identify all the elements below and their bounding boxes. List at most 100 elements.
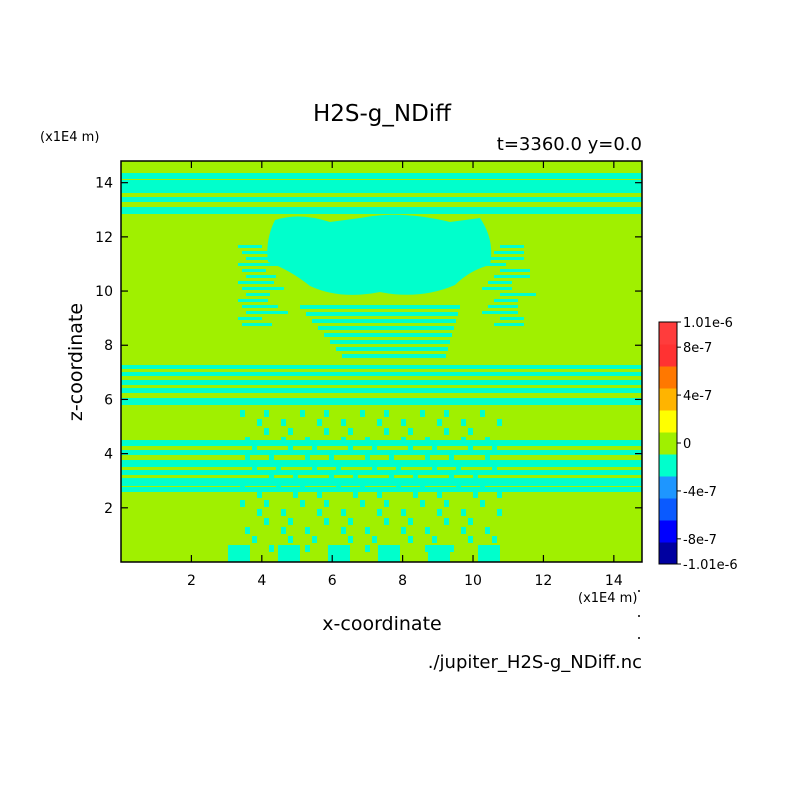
field-cell: [305, 545, 310, 552]
field-stripe: [500, 245, 524, 248]
field-cell: [468, 536, 473, 543]
field-cell: [300, 482, 305, 489]
field-band: [121, 460, 642, 467]
field-cell: [468, 428, 473, 435]
field-stripe: [488, 281, 512, 284]
field-stripe: [238, 317, 262, 320]
field-cell: [288, 428, 293, 435]
field-cell: [269, 473, 274, 480]
field-cell: [252, 464, 257, 471]
field-cell: [401, 437, 406, 444]
field-band: [121, 440, 642, 446]
heatmap-field: [121, 173, 642, 562]
field-stripe: [336, 347, 448, 351]
field-stripe: [482, 287, 512, 290]
field-cell: [353, 491, 358, 498]
plot-area: 2 4 6 8 10 12 14 2 4 6 8 10 12 14: [95, 160, 643, 589]
colorbar-swatch: [659, 322, 677, 345]
field-cell: [408, 446, 413, 453]
field-cell: [384, 518, 389, 525]
field-cell: [497, 491, 502, 498]
field-cell: [240, 482, 245, 489]
colorbar-swatch: [659, 344, 677, 367]
field-cell: [492, 446, 497, 453]
field-cell: [485, 527, 490, 534]
field-cell: [396, 482, 401, 489]
field-cell: [372, 464, 377, 471]
field-band: [121, 197, 642, 202]
field-cell: [437, 419, 442, 426]
field-cell: [461, 437, 466, 444]
marker-dot: [638, 637, 640, 639]
field-cell: [377, 491, 382, 498]
field-cell: [324, 500, 329, 507]
field-stripe: [494, 323, 524, 326]
field-cell: [360, 482, 365, 489]
colorbar-swatch: [659, 388, 677, 411]
field-cell: [276, 482, 281, 489]
field-cell: [365, 545, 370, 552]
field-cell: [408, 518, 413, 525]
field-cell: [329, 473, 334, 480]
field-cell: [389, 473, 394, 480]
field-cell: [360, 410, 365, 417]
field-cell: [478, 545, 500, 562]
x-tick-label: 2: [187, 573, 196, 589]
field-cell: [428, 545, 450, 562]
field-stripe: [306, 312, 458, 316]
field-cell: [408, 536, 413, 543]
field-cell: [257, 509, 262, 516]
field-cell: [305, 455, 310, 462]
field-cell: [485, 437, 490, 444]
field-cell: [336, 482, 341, 489]
x-tick-label: 10: [464, 573, 482, 589]
colorbar-label: -8e-7: [683, 533, 717, 548]
field-band: [121, 478, 642, 486]
field-cell: [432, 446, 437, 453]
field-stripe: [494, 275, 530, 278]
field-cell: [317, 491, 322, 498]
field-cell: [245, 527, 250, 534]
field-cell: [461, 527, 466, 534]
z-unit-label: (x1E4 m): [40, 130, 99, 145]
field-cell: [365, 437, 370, 444]
field-stripe: [318, 326, 454, 330]
colorbar-label: -4e-7: [683, 485, 717, 500]
field-cell: [324, 518, 329, 525]
field-cell: [432, 536, 437, 543]
x-tick-label: 6: [328, 573, 337, 589]
field-stripe: [500, 269, 530, 272]
field-stripe: [312, 319, 456, 323]
field-cell: [444, 428, 449, 435]
field-cell: [312, 446, 317, 453]
field-cell: [480, 410, 485, 417]
field-cell: [473, 473, 478, 480]
y-tick-label: 6: [104, 392, 113, 408]
field-cell: [348, 446, 353, 453]
field-stripe: [246, 293, 270, 296]
field-cell: [372, 536, 377, 543]
plot-frame: [120, 160, 643, 563]
colorbar-swatch: [659, 432, 677, 455]
colorbar: [658, 321, 678, 565]
source-file-label: ./jupiter_H2S-g_NDiff.nc: [428, 652, 642, 673]
field-cell: [420, 410, 425, 417]
field-cell: [425, 545, 430, 552]
field-cell: [317, 509, 322, 516]
field-cell: [396, 464, 401, 471]
field-cell: [456, 482, 461, 489]
colorbar-swatch: [659, 520, 677, 543]
field-cell: [425, 437, 430, 444]
field-cell: [341, 419, 346, 426]
field-cell: [312, 464, 317, 471]
field-cell: [353, 473, 358, 480]
field-band: [121, 173, 642, 179]
field-cell: [444, 500, 449, 507]
field-stripe: [494, 251, 524, 254]
x-tick-label: 14: [605, 573, 623, 589]
y-tick-label: 4: [104, 447, 113, 463]
field-cell: [312, 536, 317, 543]
field-stripe: [246, 275, 276, 278]
field-cell: [348, 536, 353, 543]
field-cell: [305, 437, 310, 444]
